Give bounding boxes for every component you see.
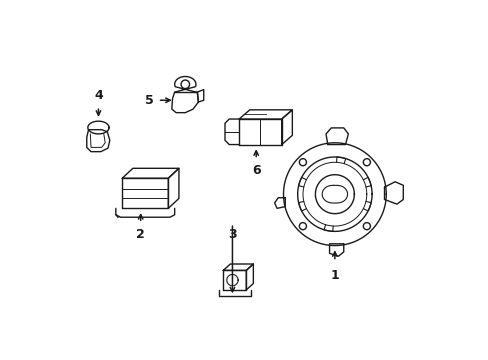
Polygon shape [197,90,203,102]
Polygon shape [384,182,403,204]
Polygon shape [329,244,343,256]
Polygon shape [325,128,347,145]
Text: 4: 4 [94,89,102,102]
Polygon shape [122,178,168,208]
Polygon shape [281,110,292,145]
Polygon shape [86,130,110,152]
Text: 3: 3 [228,228,236,241]
Polygon shape [223,270,246,290]
Polygon shape [246,264,253,290]
Text: 6: 6 [251,165,260,177]
Polygon shape [223,264,253,270]
Polygon shape [168,168,179,208]
Polygon shape [239,110,292,119]
Polygon shape [274,198,285,208]
Polygon shape [239,119,281,145]
Polygon shape [122,168,179,178]
Text: 1: 1 [330,269,339,282]
Text: 5: 5 [144,94,153,107]
Text: 2: 2 [136,228,145,241]
